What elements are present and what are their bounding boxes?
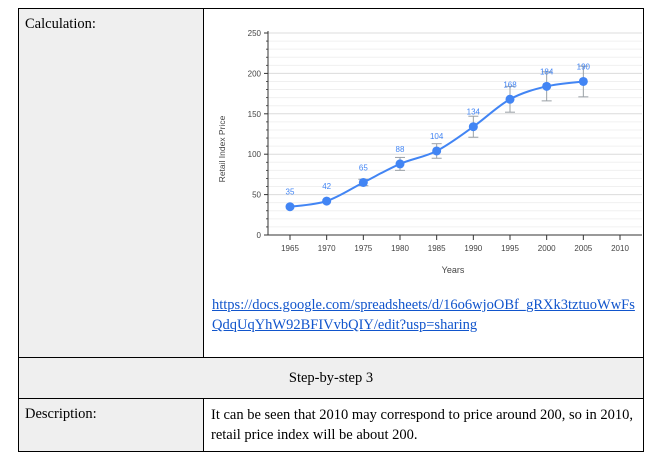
retail-index-chart: 35 42 65 88 104 134 168 184 190 0 50 100 150 200 250 1… bbox=[217, 29, 642, 275]
x-tick-label: 1995 bbox=[501, 244, 519, 253]
data-point bbox=[285, 202, 295, 212]
calculation-content: 35 42 65 88 104 134 168 184 190 0 50 100 150 200 250 1… bbox=[203, 8, 644, 358]
data-point bbox=[505, 94, 515, 104]
data-labels: 35 42 65 88 104 134 168 184 190 bbox=[286, 62, 591, 196]
y-tick-label: 100 bbox=[248, 150, 262, 159]
data-label: 65 bbox=[359, 163, 368, 172]
data-label: 134 bbox=[467, 108, 481, 117]
step-table: Calculation: 35 42 65 88 104 134 168 184 190 0 50… bbox=[18, 8, 644, 452]
y-axis-title: Retail Index Price bbox=[217, 115, 227, 182]
data-point bbox=[395, 159, 405, 169]
x-tick-label: 1965 bbox=[281, 244, 299, 253]
data-label: 35 bbox=[286, 188, 295, 197]
y-tick-label: 0 bbox=[257, 231, 262, 240]
data-point bbox=[468, 122, 478, 132]
x-tick-label: 2010 bbox=[611, 244, 629, 253]
data-point bbox=[542, 81, 552, 91]
chart-container: 35 42 65 88 104 134 168 184 190 0 50 100 150 200 250 1… bbox=[204, 9, 643, 295]
data-label: 190 bbox=[577, 62, 591, 71]
x-axis-title: Years bbox=[442, 265, 465, 275]
spacer bbox=[204, 335, 643, 357]
x-tick-label: 1990 bbox=[464, 244, 482, 253]
x-tick-label: 1980 bbox=[391, 244, 409, 253]
y-tick-label: 150 bbox=[248, 110, 262, 119]
data-point bbox=[432, 146, 442, 156]
x-tick-label: 1970 bbox=[318, 244, 336, 253]
description-text: It can be seen that 2010 may correspond … bbox=[203, 398, 644, 452]
x-tick-label: 1975 bbox=[354, 244, 372, 253]
data-point bbox=[358, 177, 368, 187]
y-tick-label: 250 bbox=[248, 29, 262, 38]
description-label: Description: bbox=[18, 398, 204, 452]
data-label: 88 bbox=[396, 145, 405, 154]
data-label: 168 bbox=[503, 80, 517, 89]
x-tick-label: 2005 bbox=[574, 244, 592, 253]
data-label: 42 bbox=[322, 182, 331, 191]
step-heading-row: Step-by-step 3 bbox=[18, 357, 644, 399]
spreadsheet-link[interactable]: https://docs.google.com/spreadsheets/d/1… bbox=[212, 297, 635, 333]
error-bars bbox=[358, 65, 589, 187]
x-tick-label: 2000 bbox=[538, 244, 556, 253]
data-point bbox=[578, 76, 588, 86]
data-label: 104 bbox=[430, 132, 444, 141]
calculation-row: Calculation: 35 42 65 88 104 134 168 184 190 0 50… bbox=[18, 8, 644, 358]
data-point bbox=[322, 196, 332, 206]
data-points bbox=[285, 76, 588, 212]
x-tick-label: 1985 bbox=[428, 244, 446, 253]
step-heading: Step-by-step 3 bbox=[18, 357, 644, 399]
calculation-label: Calculation: bbox=[18, 8, 204, 358]
description-row: Description: It can be seen that 2010 ma… bbox=[18, 398, 644, 452]
y-tick-label: 200 bbox=[248, 69, 262, 78]
grid-layer bbox=[268, 32, 642, 236]
tick-labels: 0 50 100 150 200 250 1965 1970 1975 1980 1985 1990 1… bbox=[248, 29, 630, 253]
axis-layer bbox=[264, 31, 642, 240]
y-tick-label: 50 bbox=[252, 191, 261, 200]
data-label: 184 bbox=[540, 67, 554, 76]
